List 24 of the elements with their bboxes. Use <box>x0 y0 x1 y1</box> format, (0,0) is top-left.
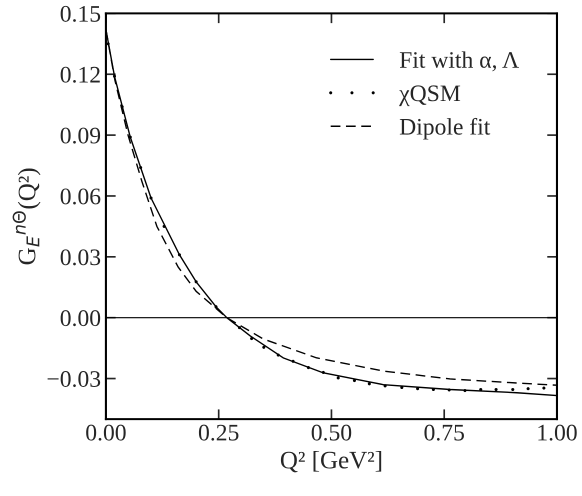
legend-label: Fit with α, Λ <box>400 51 519 72</box>
point <box>336 376 340 380</box>
x-tick-label: 0.00 <box>86 424 126 441</box>
point <box>494 388 498 392</box>
legend-label: χQSM <box>399 85 460 106</box>
x-tick-label: 1.00 <box>538 424 577 441</box>
x-tick-label: 0.25 <box>198 424 238 441</box>
y-tick-label: 0.12 <box>60 66 100 83</box>
y-tick-label: 0.03 <box>60 249 100 266</box>
x-tick-label: 0.50 <box>312 424 352 441</box>
y-tick-label: 0.06 <box>60 188 100 204</box>
point <box>511 388 514 392</box>
y-tick-label: 0.00 <box>60 310 100 326</box>
legend-label: Dipole fit <box>400 118 490 140</box>
point <box>542 386 546 390</box>
y-axis-title: G$_{E}$$^{nΘ}$(Q²) <box>12 168 41 264</box>
point <box>262 346 266 349</box>
x-tick-label: 0.75 <box>424 424 464 441</box>
y-tick-label: 0.09 <box>60 128 100 144</box>
y-tick-label: 0.15 <box>60 6 100 22</box>
point <box>368 382 371 386</box>
y-tick-label: −0.03 <box>48 371 100 388</box>
x-axis-title: Q² [GeV²] <box>280 450 382 472</box>
point <box>526 387 530 390</box>
